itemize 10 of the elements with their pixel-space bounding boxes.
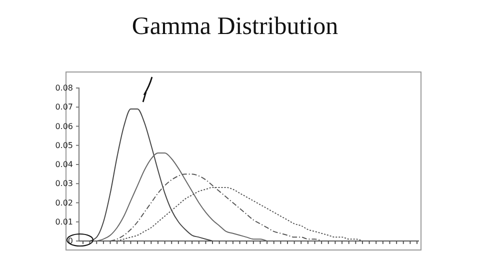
y-tick-label: 0.07	[55, 102, 73, 112]
y-tick-label: 0.06	[55, 122, 73, 131]
y-tick-label: 0.03	[55, 179, 73, 188]
y-tick-label: 0.08	[55, 84, 73, 93]
y-tick-label: 0	[68, 236, 73, 246]
chart-title: Gamma Distribution	[132, 13, 339, 40]
y-tick-label: 0.01	[55, 217, 73, 226]
y-tick-label: 0.04	[55, 160, 73, 170]
y-tick-label: 0.05	[55, 140, 73, 150]
y-tick-label: 0.02	[55, 198, 73, 208]
